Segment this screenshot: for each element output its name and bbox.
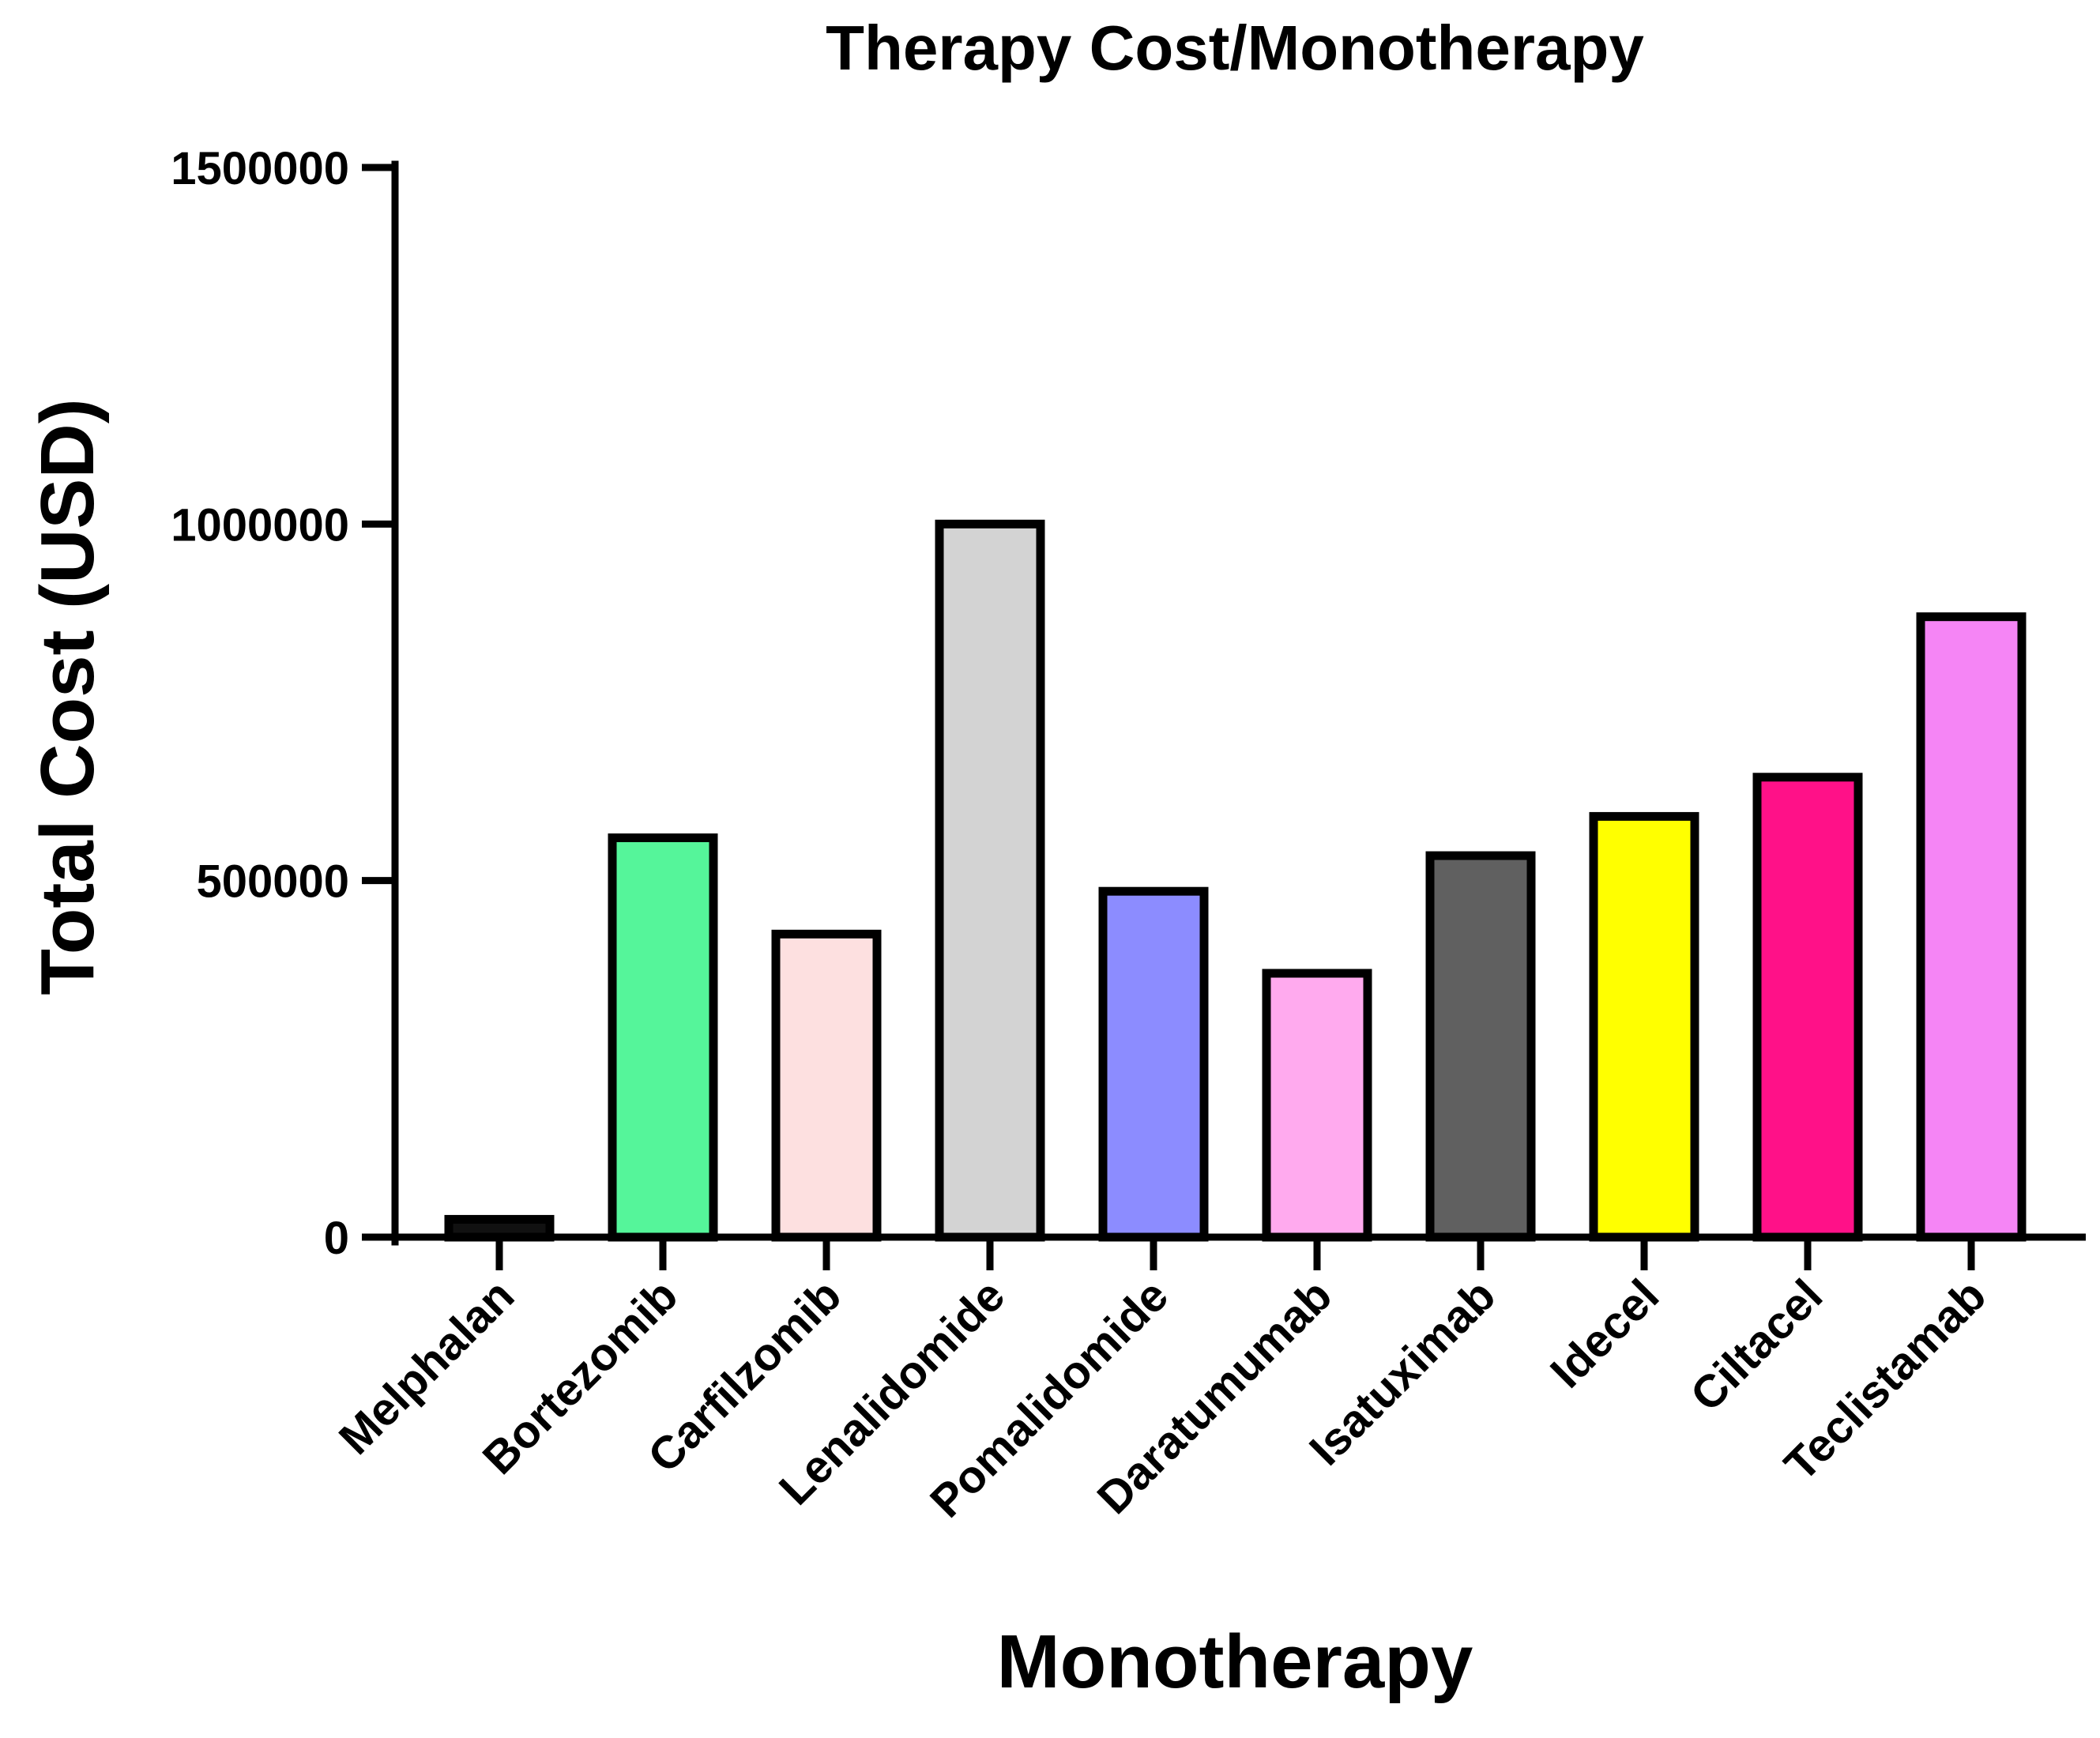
x-tick-label: Ciltacel <box>1680 1270 1832 1421</box>
x-axis-title: Monotherapy <box>997 1620 1473 1704</box>
x-tick-label: Idecel <box>1541 1270 1669 1398</box>
bar-idecel <box>1589 811 1699 1242</box>
bar-ciltacel <box>1752 773 1863 1242</box>
y-axis-title: Total Cost (USD) <box>25 398 110 995</box>
y-tick-label: 1000000 <box>171 499 349 551</box>
y-tick-label: 500000 <box>196 856 349 908</box>
bar-isatuximab <box>1425 851 1536 1242</box>
axes-layer <box>362 160 2086 1270</box>
bar-lenalidomide <box>935 519 1045 1242</box>
bar-bortezomib <box>608 833 718 1242</box>
bars-layer <box>444 519 2027 1242</box>
y-tick-label: 1500000 <box>171 143 349 194</box>
bar-pomalidomide <box>1098 886 1209 1242</box>
labels-layer: 050000010000001500000MelphalanBortezomib… <box>171 143 1996 1527</box>
bar-carfilzomib <box>771 929 882 1242</box>
bar-teclistamab <box>1916 612 2027 1242</box>
chart-title: Therapy Cost/Monotherapy <box>826 13 1644 83</box>
bar-daratumumab <box>1262 969 1372 1242</box>
y-tick-label: 0 <box>324 1213 349 1264</box>
